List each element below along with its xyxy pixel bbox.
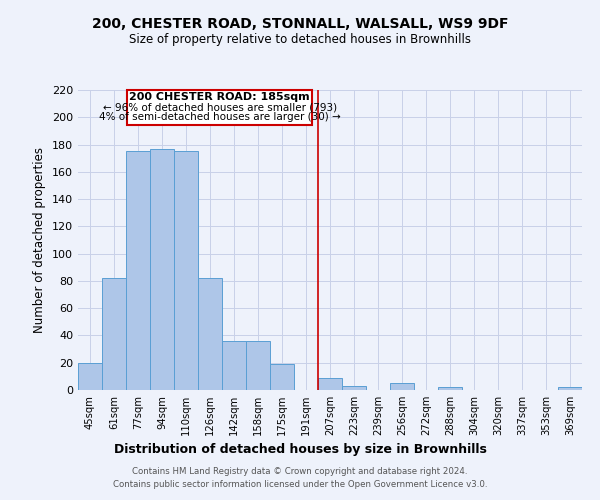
Bar — [270, 364, 294, 390]
Bar — [318, 378, 342, 390]
Text: 200 CHESTER ROAD: 185sqm: 200 CHESTER ROAD: 185sqm — [129, 92, 310, 102]
Bar — [246, 341, 270, 390]
Text: Size of property relative to detached houses in Brownhills: Size of property relative to detached ho… — [129, 32, 471, 46]
Text: ← 96% of detached houses are smaller (793): ← 96% of detached houses are smaller (79… — [103, 102, 337, 113]
Bar — [174, 152, 198, 390]
Bar — [126, 152, 150, 390]
Y-axis label: Number of detached properties: Number of detached properties — [34, 147, 46, 333]
Text: 200, CHESTER ROAD, STONNALL, WALSALL, WS9 9DF: 200, CHESTER ROAD, STONNALL, WALSALL, WS… — [92, 18, 508, 32]
Bar — [78, 362, 102, 390]
Bar — [438, 388, 462, 390]
Bar — [558, 388, 582, 390]
Text: Distribution of detached houses by size in Brownhills: Distribution of detached houses by size … — [113, 442, 487, 456]
Bar — [150, 148, 174, 390]
Text: Contains HM Land Registry data © Crown copyright and database right 2024.: Contains HM Land Registry data © Crown c… — [132, 467, 468, 476]
Bar — [342, 386, 366, 390]
Bar — [222, 341, 246, 390]
FancyBboxPatch shape — [127, 90, 312, 126]
Bar — [198, 278, 222, 390]
Text: Contains public sector information licensed under the Open Government Licence v3: Contains public sector information licen… — [113, 480, 487, 489]
Bar — [102, 278, 126, 390]
Text: 4% of semi-detached houses are larger (30) →: 4% of semi-detached houses are larger (3… — [99, 112, 340, 122]
Bar — [390, 383, 414, 390]
